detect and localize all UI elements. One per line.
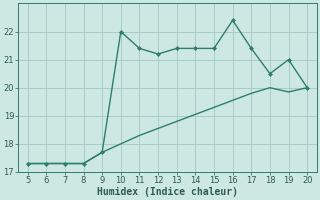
X-axis label: Humidex (Indice chaleur): Humidex (Indice chaleur) — [97, 186, 238, 197]
